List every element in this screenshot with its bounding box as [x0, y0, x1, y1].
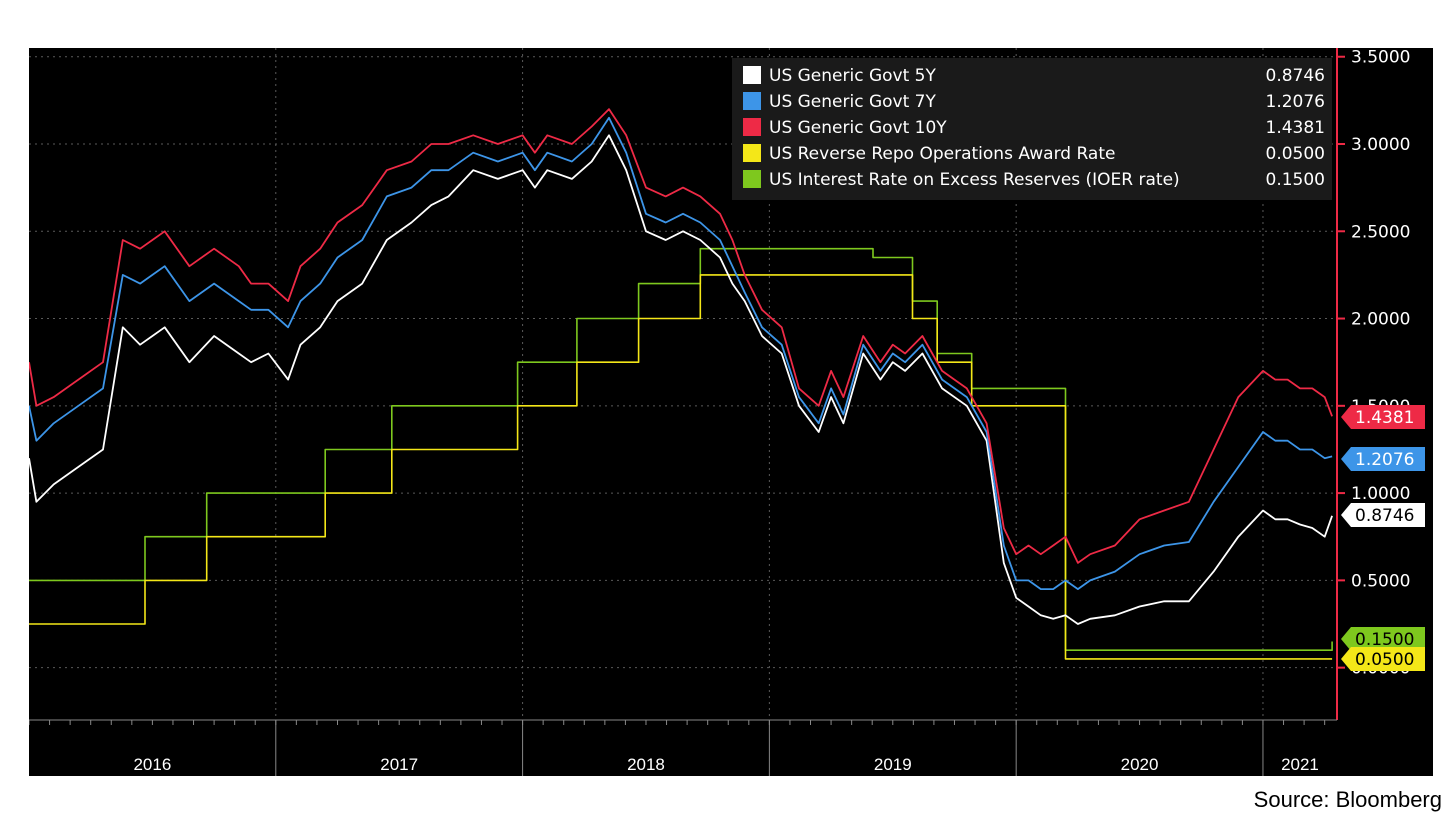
legend-label: US Generic Govt 7Y	[769, 92, 936, 112]
value-tag: 1.2076	[1341, 447, 1425, 471]
value-tag-box	[1341, 627, 1425, 651]
value-tag-label: 0.0500	[1355, 650, 1414, 670]
legend-swatch	[743, 66, 761, 84]
legend-value: 1.4381	[1266, 118, 1325, 138]
legend-swatch	[743, 92, 761, 110]
value-tag-box	[1341, 503, 1425, 527]
y-tick-label: 0.5000	[1351, 571, 1410, 591]
value-tag-box	[1341, 405, 1425, 429]
y-tick-label: 3.5000	[1351, 48, 1410, 68]
y-tick-label: 3.0000	[1351, 135, 1410, 155]
legend-label: US Reverse Repo Operations Award Rate	[769, 144, 1115, 164]
value-tag-label: 1.2076	[1355, 450, 1414, 470]
source-caption: Source: Bloomberg	[1253, 787, 1442, 812]
x-tick-label: 2017	[380, 755, 418, 774]
series-line-2	[29, 108, 1333, 564]
value-tag-label: 1.4381	[1355, 408, 1414, 428]
legend-value: 0.8746	[1266, 66, 1325, 86]
value-tag-box	[1341, 647, 1425, 671]
legend-swatch	[743, 170, 761, 188]
series-line-0	[29, 134, 1333, 625]
series-line-3	[29, 274, 1333, 660]
legend-swatch	[743, 144, 761, 162]
series-line-1	[29, 116, 1333, 590]
legend-value: 0.1500	[1266, 170, 1325, 190]
y-tick-label: 2.0000	[1351, 310, 1410, 330]
x-tick-label: 2019	[874, 755, 912, 774]
legend-swatch	[743, 118, 761, 136]
series-layer	[29, 108, 1333, 660]
y-tick-label: 2.5000	[1351, 222, 1410, 242]
legend: US Generic Govt 5Y 0.8746 US Generic Govt …	[732, 58, 1332, 200]
series-line-4	[29, 247, 1333, 651]
x-tick-label: 2018	[627, 755, 665, 774]
x-tick-label: 2021	[1281, 755, 1319, 774]
chart-svg: 0.00000.50001.00001.50002.00002.50003.00…	[29, 48, 1425, 776]
legend-value: 1.2076	[1266, 92, 1325, 112]
value-tag: 0.0500	[1341, 647, 1425, 671]
value-tag: 0.8746	[1341, 503, 1425, 527]
x-tick-label: 2016	[133, 755, 171, 774]
value-tag: 0.1500	[1341, 627, 1425, 651]
x-tick-label: 2020	[1121, 755, 1159, 774]
y-tick-label: 1.0000	[1351, 484, 1410, 504]
value-tag-label: 0.8746	[1355, 506, 1414, 526]
value-tag: 1.4381	[1341, 405, 1425, 429]
legend-background	[732, 58, 1332, 200]
legend-value: 0.0500	[1266, 144, 1325, 164]
value-tag-box	[1341, 447, 1425, 471]
legend-label: US Generic Govt 10Y	[769, 118, 947, 138]
chart-frame: 0.00000.50001.00001.50002.00002.50003.00…	[29, 48, 1433, 776]
legend-label: US Interest Rate on Excess Reserves (IOE…	[769, 170, 1180, 190]
legend-label: US Generic Govt 5Y	[769, 66, 936, 86]
value-tag-label: 0.1500	[1355, 630, 1414, 650]
